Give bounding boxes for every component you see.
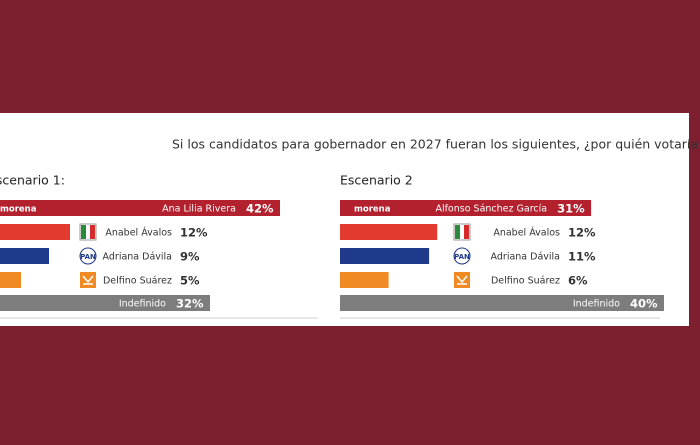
party-icon	[464, 225, 469, 239]
value-label: 32%	[176, 297, 204, 311]
candidate-name: Anabel Ávalos	[493, 227, 560, 239]
party-label: PAN	[80, 253, 96, 261]
bar	[340, 224, 438, 240]
party-icon	[90, 225, 95, 239]
value-label: 42%	[246, 202, 274, 216]
value-label: 12%	[180, 226, 208, 240]
bar	[340, 295, 664, 311]
candidate-name: Delfino Suárez	[491, 276, 560, 287]
chart-title: Escenario 1:	[0, 173, 65, 188]
bar	[0, 248, 49, 264]
candidate-name: Indefinido	[119, 299, 166, 310]
value-label: 12%	[568, 226, 596, 240]
bar	[0, 272, 21, 288]
bar	[0, 295, 210, 311]
value-label: 11%	[568, 250, 596, 264]
bar	[340, 200, 592, 216]
value-label: 9%	[180, 250, 200, 264]
party-icon	[80, 272, 96, 288]
value-label: 6%	[568, 274, 588, 288]
party-icon	[455, 225, 460, 239]
party-label: PAN	[454, 253, 470, 261]
panel	[0, 113, 689, 326]
party-label: morena	[0, 205, 37, 215]
candidate-name: Adriana Dávila	[103, 252, 172, 263]
party-label: morena	[354, 205, 391, 215]
bar	[0, 224, 70, 240]
candidate-name: Adriana Dávila	[491, 252, 560, 263]
chart-title: Escenario 2	[340, 173, 413, 188]
party-icon	[454, 272, 470, 288]
candidate-name: Indefinido	[573, 299, 620, 310]
candidate-name: Alfonso Sánchez García	[435, 204, 547, 215]
bar	[340, 272, 389, 288]
party-icon	[456, 275, 468, 285]
candidate-name: Anabel Ávalos	[105, 227, 172, 239]
party-icon	[453, 247, 471, 265]
value-label: 5%	[180, 274, 200, 288]
party-icon	[79, 247, 97, 265]
bar	[0, 200, 280, 216]
candidate-name: Ana Lilia Rivera	[162, 204, 236, 215]
party-icon	[82, 275, 94, 285]
value-label: 40%	[630, 297, 658, 311]
candidate-name: Delfino Suárez	[103, 276, 172, 287]
party-icon	[81, 225, 86, 239]
infographic-title: Si los candidatos para gobernador en 202…	[172, 137, 700, 152]
value-label: 31%	[557, 202, 585, 216]
bar	[340, 248, 430, 264]
